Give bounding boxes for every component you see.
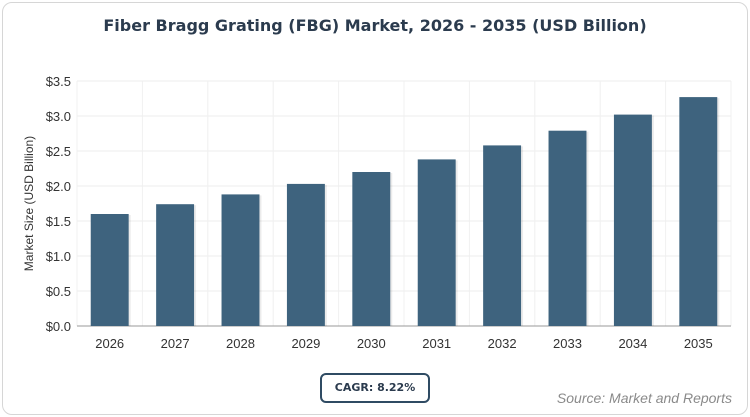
y-tick-label: $3.5	[46, 74, 71, 89]
bar-2033	[548, 130, 587, 326]
x-tick-label: 2033	[553, 336, 582, 351]
x-tick-label: 2035	[684, 336, 713, 351]
x-tick-label: 2030	[357, 336, 386, 351]
x-tick-label: 2034	[618, 336, 647, 351]
source-note: Source: Market and Reports	[556, 390, 732, 406]
bar-2029	[286, 183, 325, 326]
y-tick-label: $1.5	[46, 214, 71, 229]
x-tick-label: 2031	[422, 336, 451, 351]
y-tick-label: $0.0	[46, 319, 71, 334]
y-tick-label: $2.5	[46, 144, 71, 159]
bar-2028	[221, 194, 260, 326]
y-tick-label: $3.0	[46, 109, 71, 124]
x-tick-label: 2027	[161, 336, 190, 351]
x-tick-label: 2028	[226, 336, 255, 351]
bar-2035	[679, 97, 718, 326]
cagr-badge: CAGR: 8.22%	[320, 373, 430, 403]
x-tick-label: 2029	[291, 336, 320, 351]
bar-2031	[417, 159, 456, 326]
chart-title: Fiber Bragg Grating (FBG) Market, 2026 -…	[103, 16, 647, 35]
bar-2034	[613, 114, 652, 326]
x-tick-label: 2026	[95, 336, 124, 351]
bar-2030	[352, 172, 391, 326]
y-axis-label: Market Size (USD Billion)	[22, 136, 36, 271]
y-tick-label: $2.0	[46, 179, 71, 194]
bar-2032	[483, 145, 522, 326]
y-tick-label: $0.5	[46, 284, 71, 299]
y-tick-label: $1.0	[46, 249, 71, 264]
bar-2026	[90, 214, 129, 326]
bar-2027	[156, 204, 195, 326]
x-tick-label: 2032	[488, 336, 517, 351]
